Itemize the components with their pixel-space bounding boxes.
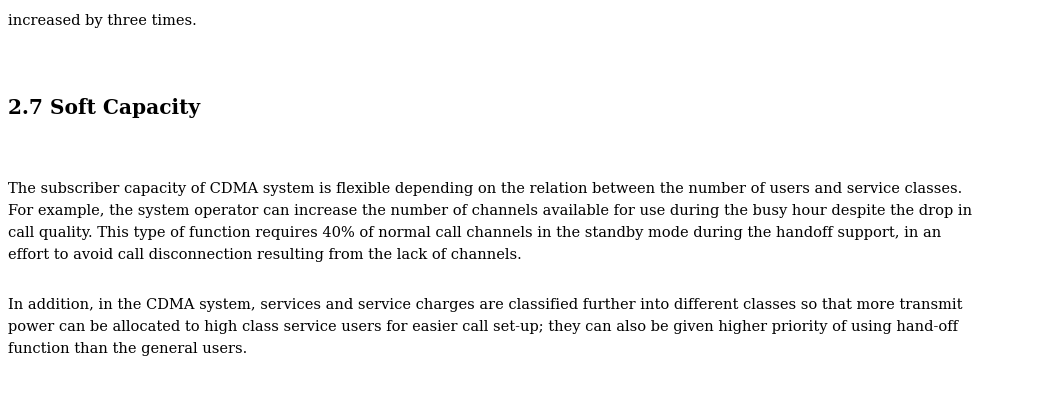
Text: 2.7 Soft Capacity: 2.7 Soft Capacity bbox=[9, 98, 200, 118]
Text: power can be allocated to high class service users for easier call set-up; they : power can be allocated to high class ser… bbox=[9, 320, 958, 334]
Text: call quality. This type of function requires 40% of normal call channels in the : call quality. This type of function requ… bbox=[9, 226, 942, 240]
Text: For example, the system operator can increase the number of channels available f: For example, the system operator can inc… bbox=[9, 204, 972, 218]
Text: In addition, in the CDMA system, services and service charges are classified fur: In addition, in the CDMA system, service… bbox=[9, 298, 963, 312]
Text: function than the general users.: function than the general users. bbox=[9, 342, 247, 356]
Text: effort to avoid call disconnection resulting from the lack of channels.: effort to avoid call disconnection resul… bbox=[9, 248, 521, 262]
Text: The subscriber capacity of CDMA system is flexible depending on the relation bet: The subscriber capacity of CDMA system i… bbox=[9, 182, 962, 196]
Text: increased by three times.: increased by three times. bbox=[9, 14, 197, 28]
